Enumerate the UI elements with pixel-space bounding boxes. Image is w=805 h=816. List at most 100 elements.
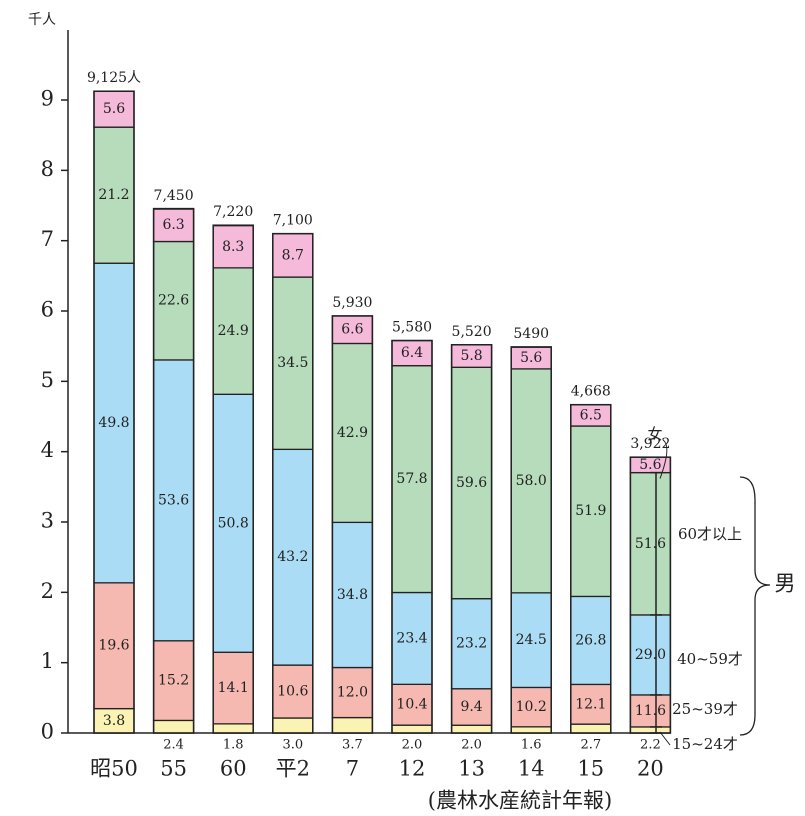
value-label: 10.2 (516, 699, 547, 715)
value-label: 21.2 (98, 187, 129, 203)
bar-total (152, 208, 195, 734)
value-label: 2.7 (580, 738, 601, 753)
x-tick-label: 15 (577, 757, 604, 781)
total-label: 7,450 (154, 188, 194, 204)
value-label: 26.8 (575, 632, 606, 648)
value-label: 15.2 (158, 673, 189, 689)
x-tick-label: 20 (637, 757, 664, 781)
y-tick-label: 9 (41, 87, 54, 111)
y-tick-label: 0 (41, 720, 54, 744)
value-label: 8.3 (222, 239, 244, 255)
bar-segment (331, 315, 374, 345)
value-label: 9.4 (460, 699, 482, 715)
age-label: 60才以上 (678, 525, 742, 543)
bar-segment (272, 448, 314, 666)
bar-segment (212, 267, 254, 395)
value-label: 11.6 (635, 703, 666, 719)
value-label: 8.7 (282, 247, 304, 263)
bar-segment (272, 664, 314, 719)
bar-total (450, 344, 493, 734)
value-label: 6.3 (162, 217, 184, 233)
female-label: 女 (647, 425, 662, 443)
value-label: 53.6 (158, 492, 189, 508)
bar-segment (152, 359, 195, 642)
value-label: 29.0 (635, 647, 666, 663)
bar-segment (629, 471, 672, 616)
total-label: 5,580 (392, 320, 432, 336)
male-label: 男 (775, 572, 796, 596)
female-leader (659, 439, 668, 479)
bar-total (570, 403, 612, 734)
value-label: 24.5 (516, 632, 547, 648)
value-label: 6.6 (341, 322, 363, 338)
x-tick-label: 平2 (276, 757, 310, 781)
value-label: 10.6 (277, 684, 308, 700)
bar-segment (570, 723, 612, 734)
value-label: 6.4 (401, 345, 423, 361)
value-label: 2.2 (640, 738, 661, 753)
value-label: 2.0 (461, 738, 482, 753)
value-label: 3.0 (282, 738, 303, 753)
y-tick-label: 6 (41, 298, 54, 322)
x-tick-label: 昭50 (90, 757, 138, 781)
value-label: 51.9 (575, 503, 606, 519)
total-label: 7,100 (273, 213, 313, 229)
value-label: 5.6 (520, 350, 542, 366)
x-tick-label: 60 (220, 757, 247, 781)
bar-total (212, 224, 254, 734)
bar-segment (570, 683, 612, 725)
value-label: 58.0 (516, 473, 547, 489)
x-tick-label: 13 (458, 757, 485, 781)
y-tick-label: 7 (41, 227, 54, 251)
bar-total (391, 339, 433, 734)
value-label: 22.6 (158, 293, 189, 309)
bar-segment (391, 591, 433, 685)
y-tick-label: 4 (41, 438, 54, 462)
total-label: 3,922 (630, 436, 670, 452)
value-label: 5.6 (103, 101, 125, 117)
leader (659, 731, 671, 746)
y-unit: 千人 (28, 12, 56, 28)
bar-segment (93, 707, 135, 734)
bar-segment (450, 724, 493, 734)
bar-segment (212, 723, 254, 734)
bar-segment (629, 614, 672, 696)
value-label: 43.2 (277, 549, 308, 565)
bar-segment (450, 598, 493, 690)
value-label: 12.0 (337, 685, 368, 701)
bar-segment (510, 726, 552, 734)
bar-segment (629, 726, 672, 734)
value-label: 3.7 (342, 738, 363, 753)
bar-segment (391, 365, 433, 594)
value-label: 3.8 (103, 713, 125, 729)
value-label: 49.8 (98, 415, 129, 431)
value-label: 51.6 (635, 536, 666, 552)
value-label: 34.8 (337, 587, 368, 603)
bar-total (272, 232, 314, 734)
bar-segment (212, 393, 254, 653)
bar-segment (272, 717, 314, 734)
value-label: 23.2 (456, 636, 487, 652)
age-label: 15~24才 (672, 735, 738, 753)
bar-segment (331, 716, 374, 734)
value-label: 10.4 (396, 697, 427, 713)
total-label: 7,220 (213, 204, 253, 220)
bar-segment (152, 719, 195, 734)
value-label: 42.9 (337, 425, 368, 441)
bar-segment (152, 207, 195, 243)
total-label: 5,520 (452, 324, 492, 340)
y-tick-label: 3 (41, 509, 54, 533)
y-tick-label: 5 (41, 368, 54, 392)
total-label: 5,930 (332, 295, 372, 311)
value-label: 34.5 (277, 355, 308, 371)
x-tick-label: 12 (399, 757, 426, 781)
value-label: 19.6 (98, 638, 129, 654)
bar-segment (331, 521, 374, 669)
x-tick-label: 55 (160, 757, 187, 781)
y-tick-label: 2 (41, 579, 54, 603)
value-label: 59.6 (456, 475, 487, 491)
x-tick-label: 7 (346, 757, 359, 781)
value-label: 1.6 (521, 738, 542, 753)
value-label: 50.8 (218, 515, 249, 531)
